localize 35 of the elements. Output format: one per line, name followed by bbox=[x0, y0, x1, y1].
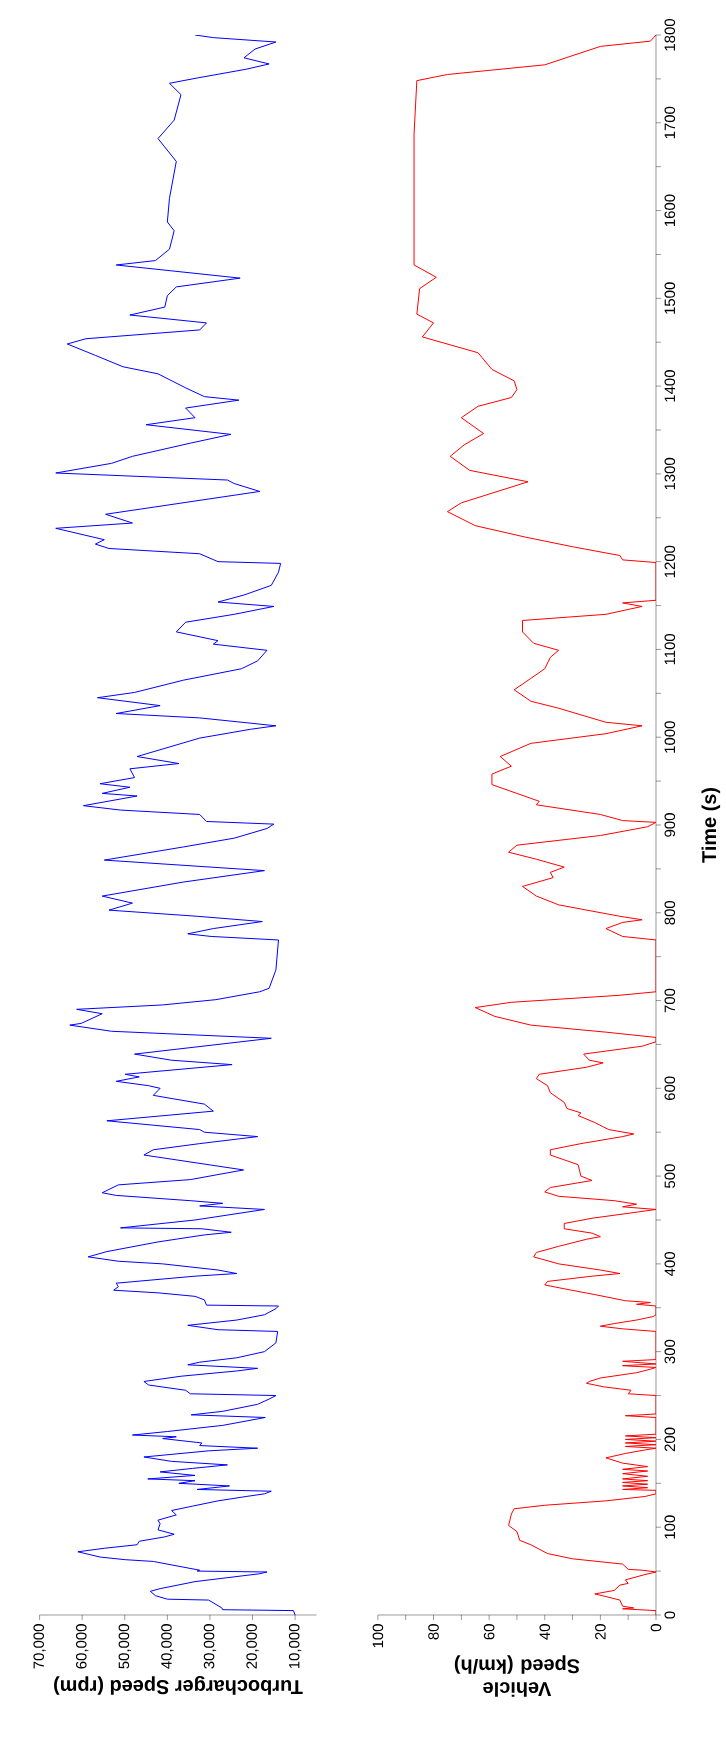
y-tick-label: 700 bbox=[664, 988, 676, 1013]
y-tick-label: 300 bbox=[664, 1339, 676, 1364]
y-tick-label: 400 bbox=[664, 1252, 676, 1276]
x-tick-label: 30,000 bbox=[203, 1624, 217, 1669]
x-tick-label: 100 bbox=[372, 1624, 384, 1648]
x-tick-label: 40,000 bbox=[161, 1624, 174, 1669]
y-tick-label: 1600 bbox=[664, 194, 676, 227]
y-tick-label: 900 bbox=[664, 813, 676, 837]
x-tick-label: 60 bbox=[483, 1624, 495, 1640]
y-tick-label: 100 bbox=[664, 1515, 676, 1539]
y-tick-label: 1300 bbox=[664, 457, 676, 490]
y-axis-title: Time (s) bbox=[701, 787, 721, 863]
x-tick-label: 80 bbox=[428, 1624, 439, 1640]
x-tick-label: 50,000 bbox=[118, 1624, 131, 1669]
y-tick-label: 600 bbox=[664, 1076, 676, 1101]
y-tick-label: 1200 bbox=[664, 545, 676, 578]
y-tick-label: 1400 bbox=[664, 370, 676, 402]
y-tick-label: 0 bbox=[664, 1611, 676, 1619]
y-tick-label: 1500 bbox=[664, 282, 676, 314]
y-tick-label: 800 bbox=[664, 900, 676, 925]
y-tick-label: 200 bbox=[664, 1427, 676, 1452]
x-tick-label: 10,000 bbox=[288, 1624, 302, 1669]
x-tick-label: 0 bbox=[650, 1624, 662, 1632]
y-tick-label: 1800 bbox=[664, 18, 676, 51]
x-tick-label: 20,000 bbox=[246, 1624, 259, 1669]
x-tick-label: 40 bbox=[539, 1624, 551, 1640]
x-axis-title: Vehicle Speed (km/h) bbox=[454, 1655, 580, 1697]
x-tick-label: 60,000 bbox=[76, 1624, 89, 1669]
x-axis-title: Turbocharger Speed (rpm) bbox=[54, 1676, 303, 1695]
y-tick-label: 1000 bbox=[664, 721, 676, 753]
x-tick-label: 20 bbox=[595, 1624, 606, 1640]
x-tick-label: 70,000 bbox=[33, 1624, 46, 1669]
y-tick-label: 1700 bbox=[664, 106, 676, 139]
y-tick-label: 500 bbox=[664, 1164, 676, 1188]
y-tick-label: 1100 bbox=[664, 633, 676, 665]
